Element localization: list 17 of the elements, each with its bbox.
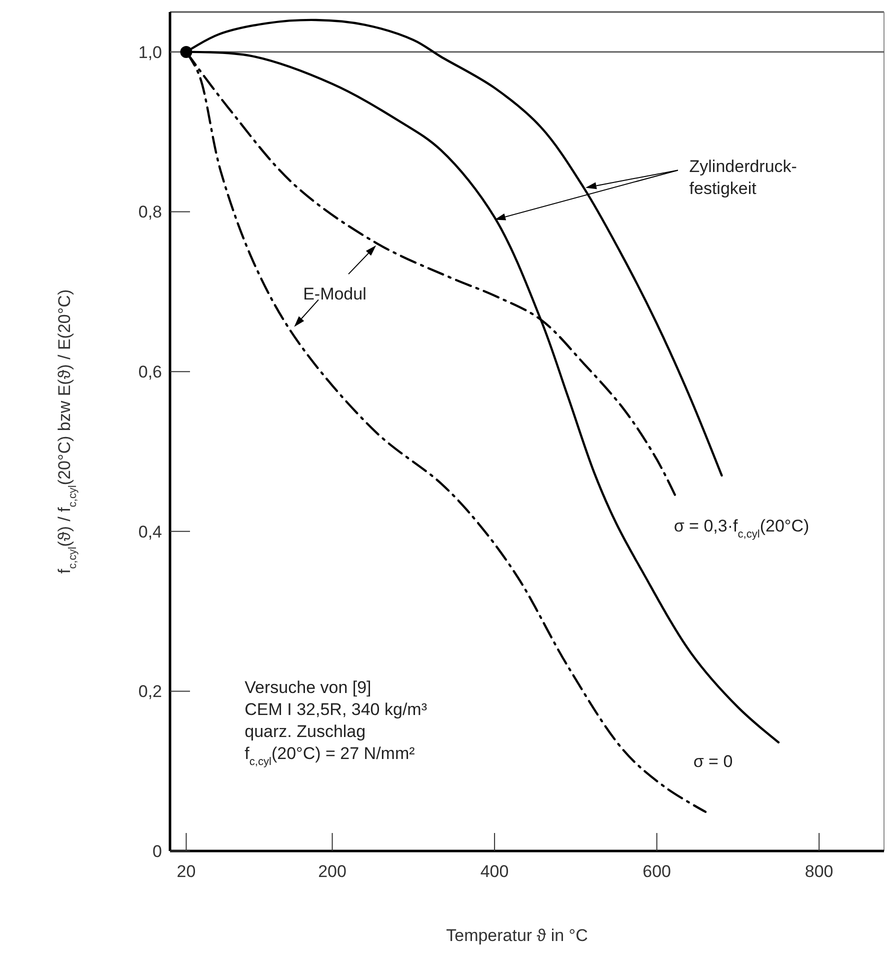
x-axis-title: Temperatur ϑ in °C bbox=[446, 926, 588, 945]
y-tick-label: 1,0 bbox=[138, 42, 162, 62]
y-tick-label: 0,4 bbox=[138, 522, 162, 542]
annotation: σ = 0,3·f$_{c,cyl}$(20°C) bbox=[674, 516, 810, 540]
annotation: Zylinderdruck- festigkeit bbox=[689, 156, 797, 198]
x-tick-label: 800 bbox=[804, 862, 834, 881]
annotation: E-Modul bbox=[303, 284, 366, 304]
annotation: σ = 0 bbox=[693, 752, 733, 772]
annotation: Versuche von [9] CEM I 32,5R, 340 kg/m³ quarz. Zuschlag f$_{c,cyl}$(20°C) = 27 N/mm² bbox=[244, 678, 428, 768]
y-tick-label: 0,2 bbox=[138, 682, 162, 702]
y-tick-label: 0 bbox=[152, 842, 162, 861]
x-tick-label: 200 bbox=[318, 862, 346, 881]
x-tick-label: 400 bbox=[480, 862, 509, 881]
x-tick-label: 20 bbox=[176, 862, 196, 881]
x-tick-label: 600 bbox=[642, 862, 672, 881]
y-tick-label: 0,8 bbox=[138, 202, 162, 222]
y-tick-label: 0,6 bbox=[138, 362, 162, 382]
